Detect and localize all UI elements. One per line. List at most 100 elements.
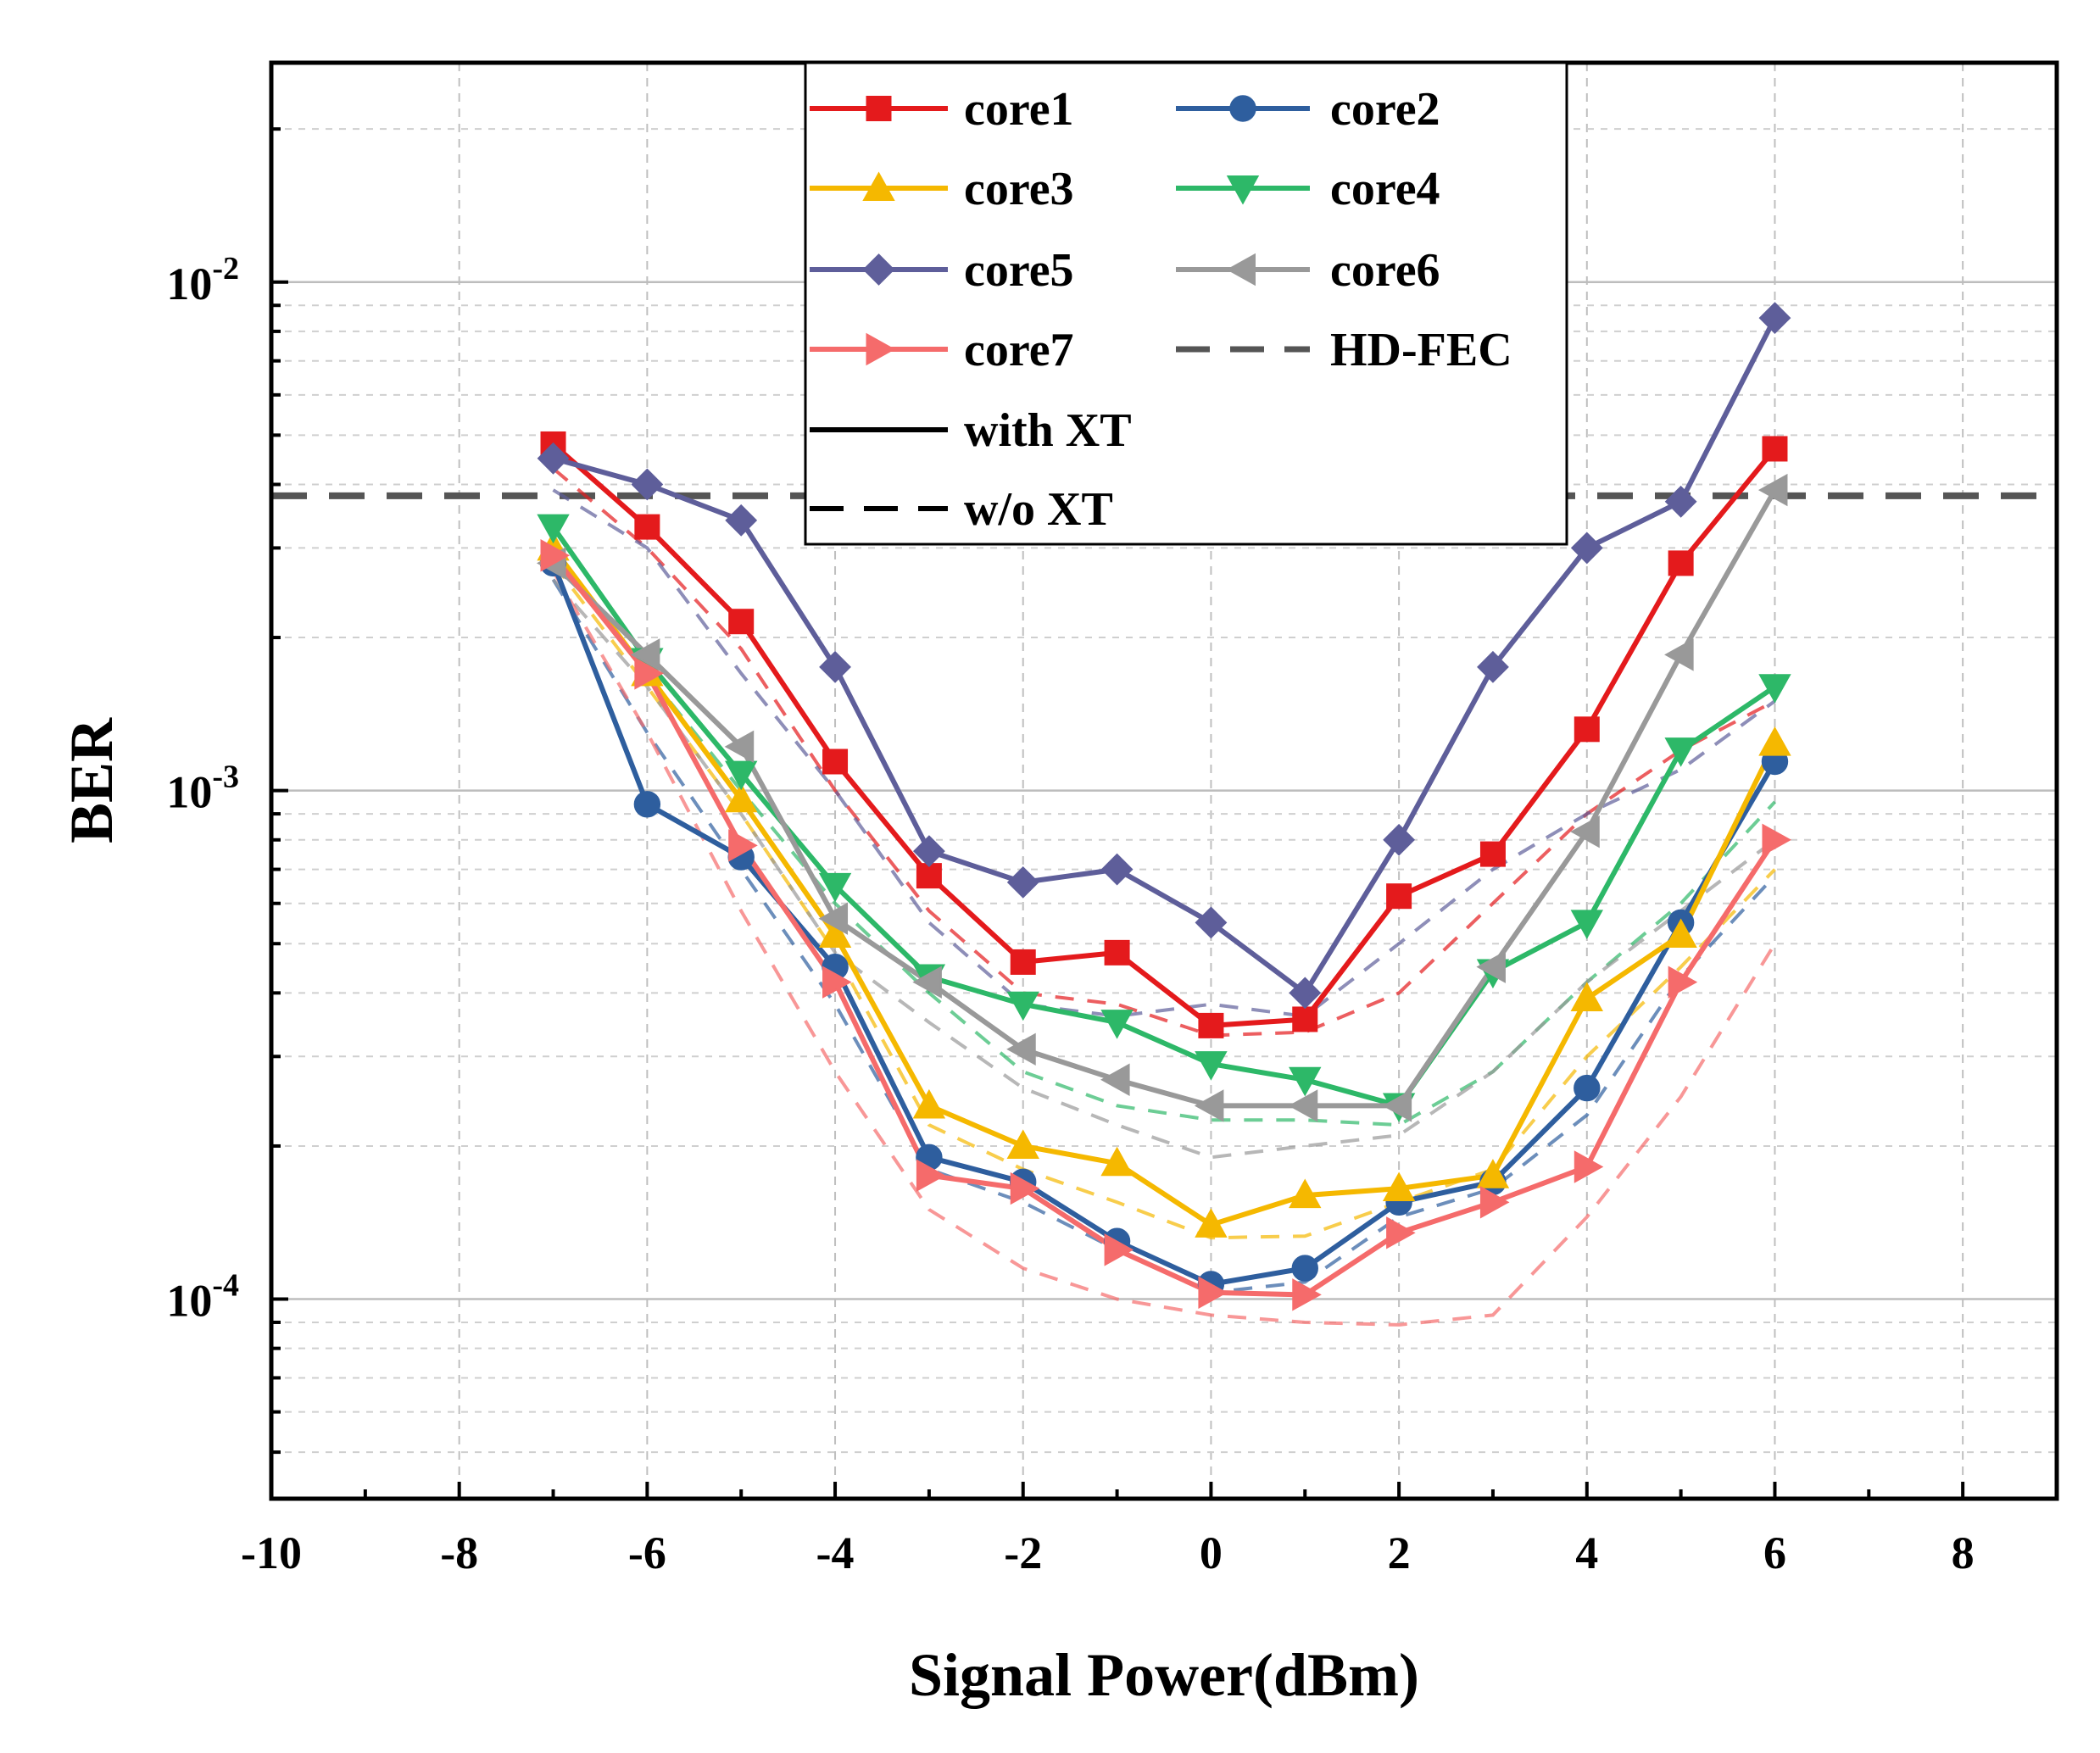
core7-point — [1668, 966, 1698, 999]
x-tick-label: 4 — [1575, 1528, 1598, 1578]
y-tick-label: 10-4 — [166, 1268, 239, 1327]
core5-point — [912, 835, 945, 868]
core1-point — [1010, 949, 1036, 975]
core6-legend-label: core6 — [1330, 244, 1440, 297]
core6-point — [1570, 815, 1600, 849]
core6-point — [1757, 473, 1788, 507]
core3-point — [725, 782, 758, 813]
core7-with-xt-line — [551, 554, 1778, 1298]
core6-point — [1288, 1089, 1318, 1122]
core1-point — [1292, 1006, 1318, 1032]
core7-point — [1292, 1278, 1322, 1311]
core3-point — [818, 918, 852, 949]
core6-point — [724, 730, 755, 764]
core3-point — [1100, 1146, 1134, 1177]
core5-point — [1758, 302, 1791, 335]
series-without-xt — [551, 467, 1777, 1327]
core5-point — [725, 504, 758, 537]
core6-point — [912, 966, 942, 999]
core1-point — [1104, 939, 1130, 966]
core5-point — [819, 650, 851, 683]
core6-point — [630, 638, 660, 671]
x-tick-label: 0 — [1200, 1528, 1223, 1578]
core4-legend-marker — [1226, 175, 1260, 205]
core1-point — [728, 609, 755, 635]
core7-point — [634, 657, 664, 690]
core3-point — [1382, 1171, 1416, 1202]
core3-point — [1195, 1208, 1228, 1238]
x-tick-label: -6 — [628, 1528, 666, 1578]
x-tick-label: -10 — [241, 1528, 302, 1578]
x-tick-label: 8 — [1952, 1528, 1975, 1578]
core4-point — [1570, 910, 1603, 939]
legend: core1 core2 core3 core4 core5 core6 core7 HD-FE… — [804, 61, 1568, 546]
core5-point — [1664, 485, 1697, 518]
core3-wo-xt-line — [551, 562, 1776, 1240]
core4-with-xt-line — [551, 525, 1777, 1109]
core7-legend-marker — [866, 332, 896, 366]
x-tick-label: 6 — [1763, 1528, 1786, 1578]
core3-point — [1006, 1129, 1039, 1159]
core4-point — [537, 514, 570, 544]
x-tick-label: -2 — [1004, 1528, 1042, 1578]
core7-legend-label: core7 — [964, 324, 1074, 376]
core1-point — [1574, 716, 1600, 743]
core1-point — [1479, 841, 1506, 867]
core1-point — [1386, 883, 1412, 910]
core3-legend-label: core3 — [964, 163, 1074, 215]
with-xt-legend-label: with XT — [964, 404, 1132, 457]
core6-point — [1382, 1089, 1412, 1122]
y-axis-title: BER — [58, 717, 125, 843]
core4-wo-xt-line — [551, 547, 1776, 1127]
core1-point — [634, 514, 660, 540]
core4-point — [725, 760, 758, 791]
core5-legend-marker — [862, 253, 895, 286]
x-axis-title: Signal Power(dBm) — [909, 1641, 1419, 1709]
core1-with-xt-line — [551, 442, 1777, 1028]
x-tick-label: 2 — [1388, 1528, 1411, 1578]
core7-point — [540, 539, 571, 572]
core4-point — [1100, 1010, 1134, 1039]
core1-point — [1198, 1012, 1224, 1038]
axis-tick-labels: -10 -8 -6 -4 -2 0 2 4 6 8 10-4 10-3 10-2 — [166, 251, 1974, 1578]
y-tick-label: 10-2 — [166, 251, 239, 309]
series-with-xt — [536, 302, 1792, 1311]
core6-point — [818, 902, 849, 935]
core1-wo-xt-line — [552, 467, 1776, 1038]
core1-point — [1668, 550, 1694, 576]
core7-point — [1010, 1171, 1040, 1205]
core4-legend-label: core4 — [1330, 163, 1440, 215]
core5-wo-xt-line — [552, 488, 1776, 1018]
core2-point — [1574, 1074, 1601, 1102]
core3-point — [1476, 1159, 1510, 1188]
core7-point — [1574, 1150, 1604, 1183]
core2-point — [633, 791, 661, 818]
core5-point — [1289, 977, 1322, 1010]
core3-point — [1289, 1178, 1322, 1209]
core5-point — [1100, 853, 1134, 886]
x-tick-label: -4 — [816, 1528, 855, 1578]
core2-point — [1291, 1255, 1318, 1282]
core3-legend-marker — [862, 171, 895, 201]
core7-point — [1762, 823, 1792, 856]
core7-point — [1104, 1233, 1134, 1266]
core6-point — [1664, 638, 1694, 671]
core7-point — [916, 1159, 946, 1192]
core5-point — [1006, 865, 1039, 899]
core6-point — [1006, 1032, 1036, 1066]
core1-point — [916, 863, 942, 889]
legend-box — [804, 61, 1568, 546]
core1-point — [1762, 436, 1788, 462]
core5-point — [1383, 823, 1416, 856]
core5-point — [1570, 531, 1603, 565]
core7-wo-xt-line — [551, 570, 1777, 1327]
core4-point — [1006, 991, 1039, 1021]
core4-point — [818, 872, 852, 903]
core4-point — [1195, 1051, 1228, 1081]
core7-point — [1386, 1216, 1416, 1249]
core5-with-xt-line — [552, 316, 1778, 996]
core6-point — [1100, 1063, 1130, 1096]
core6-legend-marker — [1226, 253, 1256, 287]
core7-point — [1198, 1276, 1228, 1310]
